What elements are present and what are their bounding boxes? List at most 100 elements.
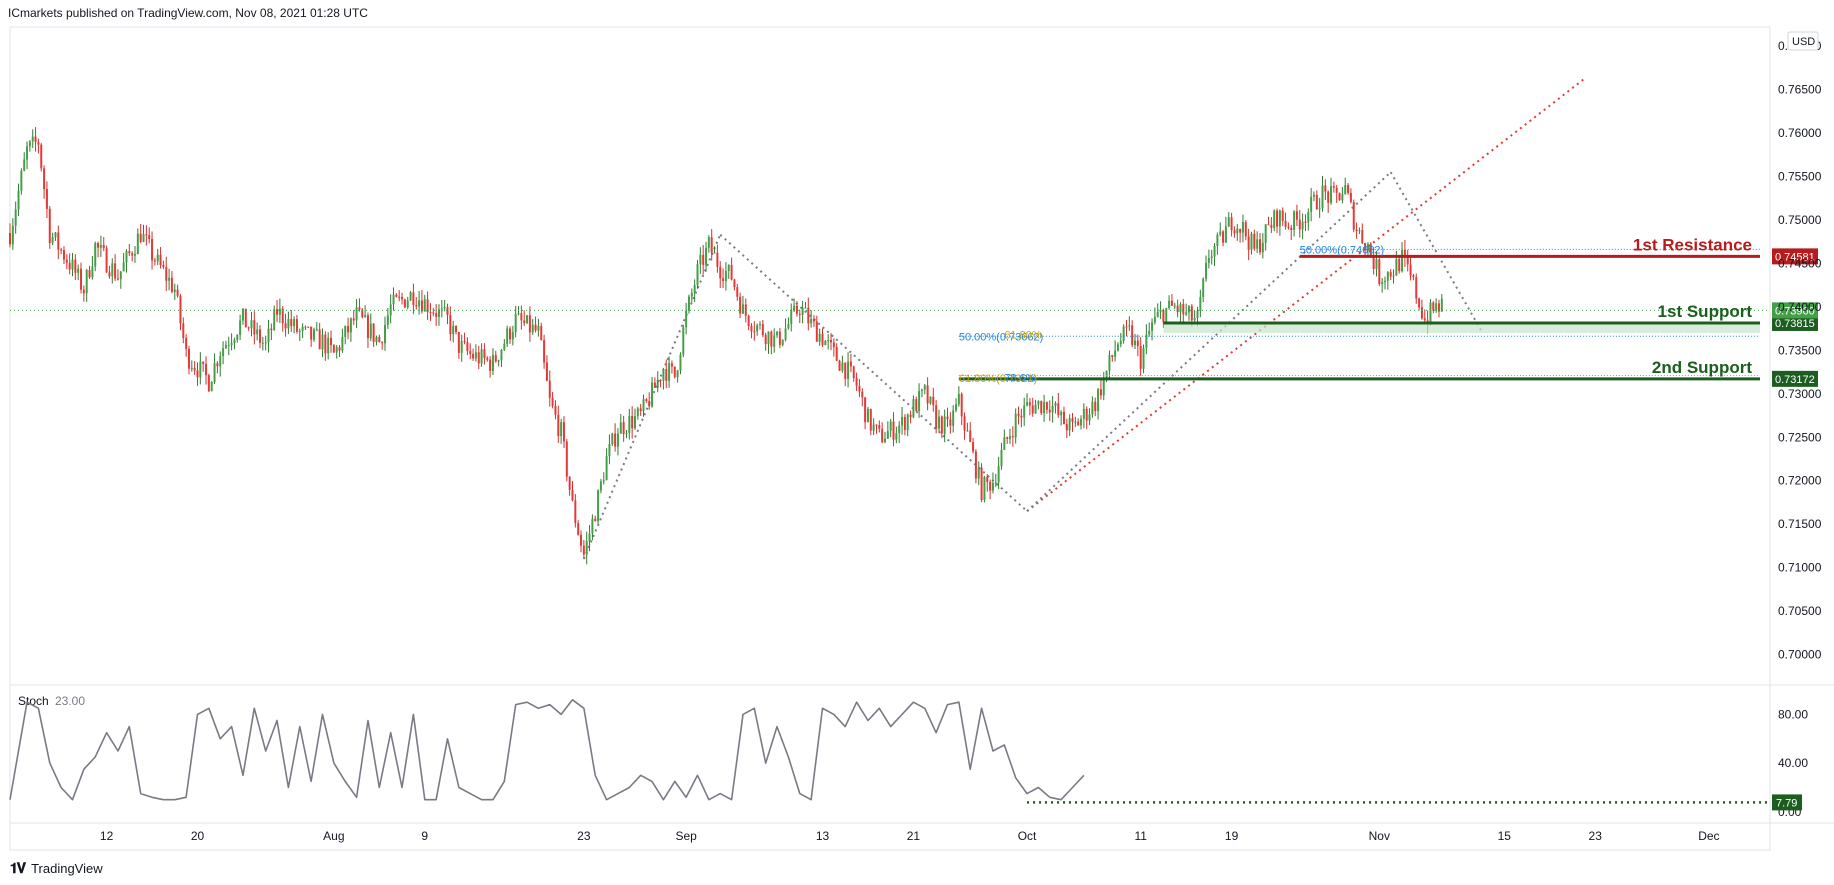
candle — [1412, 273, 1415, 281]
candle — [1148, 322, 1151, 337]
candle — [352, 309, 355, 325]
candle — [372, 323, 375, 347]
candle — [179, 293, 182, 331]
candle — [247, 326, 250, 331]
candle — [108, 265, 111, 279]
candle — [511, 325, 514, 346]
candle — [14, 201, 17, 234]
candle — [827, 334, 830, 350]
candle — [1009, 428, 1011, 445]
candle — [312, 327, 315, 342]
candle — [759, 321, 761, 330]
candle — [1395, 250, 1398, 276]
candle — [114, 254, 117, 282]
candle — [219, 351, 222, 377]
candle — [216, 361, 219, 374]
candle — [972, 437, 975, 454]
candle — [335, 344, 338, 359]
candle — [443, 299, 446, 312]
candle — [884, 431, 886, 444]
candle — [472, 348, 475, 361]
time-tick-label: Oct — [1018, 829, 1037, 843]
candle — [986, 474, 989, 492]
time-tick-label: 13 — [816, 829, 830, 843]
candle — [253, 311, 256, 345]
candle — [1006, 436, 1009, 444]
candle — [1378, 256, 1381, 287]
candle — [963, 412, 966, 440]
currency-label: USD — [1792, 36, 1815, 48]
level-label: 1st Resistance — [1633, 235, 1752, 254]
candle — [278, 298, 281, 323]
candle — [119, 271, 122, 289]
time-tick-label: 12 — [100, 829, 114, 843]
candle — [1233, 226, 1236, 238]
support-zone — [1163, 322, 1760, 333]
candle — [392, 287, 395, 311]
candle — [1119, 332, 1122, 348]
candle — [1392, 269, 1395, 284]
candle — [324, 331, 327, 361]
candle — [1182, 298, 1185, 325]
candle — [80, 262, 83, 294]
candle — [54, 231, 57, 241]
candle — [233, 337, 236, 350]
candle — [1122, 324, 1125, 344]
candle — [741, 295, 744, 315]
candle — [68, 253, 71, 275]
candle — [1020, 408, 1023, 428]
candle — [798, 309, 801, 324]
candle — [51, 232, 54, 245]
candle — [1293, 210, 1296, 237]
candle — [520, 305, 523, 330]
candle — [790, 303, 793, 332]
candle — [980, 463, 983, 503]
stoch-name: Stoch — [18, 694, 49, 708]
candle — [881, 422, 884, 444]
candle — [886, 421, 889, 439]
candle — [315, 322, 318, 332]
candle — [676, 369, 679, 383]
candle — [1011, 426, 1014, 447]
candle — [412, 283, 415, 315]
candle — [560, 418, 563, 444]
brand-name: TradingView — [31, 861, 103, 876]
candle — [28, 140, 31, 152]
candle — [793, 298, 796, 313]
candle — [642, 394, 645, 417]
time-tick-label: Nov — [1369, 829, 1390, 843]
candle — [1205, 255, 1208, 282]
candle — [903, 414, 906, 436]
level-price-badge — [1772, 370, 1818, 387]
stoch-tick-label: 80.00 — [1778, 707, 1808, 721]
candle — [1026, 393, 1029, 407]
candle — [1040, 400, 1043, 416]
candle — [128, 244, 131, 257]
fib-label: 50.00%(0.73662) — [959, 331, 1043, 343]
candle — [702, 244, 705, 275]
candle — [1250, 231, 1253, 255]
candle — [1151, 318, 1154, 341]
candle — [855, 372, 858, 392]
time-tick-label: 19 — [1225, 829, 1239, 843]
candle — [31, 129, 34, 149]
candle — [384, 316, 386, 351]
candle — [1074, 416, 1077, 427]
candle — [361, 308, 364, 319]
candle — [1031, 397, 1034, 417]
candle — [1386, 271, 1389, 290]
candle — [494, 350, 497, 363]
candle — [62, 246, 65, 265]
candle — [401, 292, 404, 305]
candle — [1125, 319, 1128, 337]
candle — [1301, 213, 1304, 240]
candle — [298, 328, 301, 342]
candle — [202, 361, 205, 372]
candle — [622, 415, 625, 442]
candle — [764, 332, 767, 351]
candle — [1080, 415, 1083, 430]
candle — [74, 254, 77, 281]
candle — [131, 251, 134, 262]
